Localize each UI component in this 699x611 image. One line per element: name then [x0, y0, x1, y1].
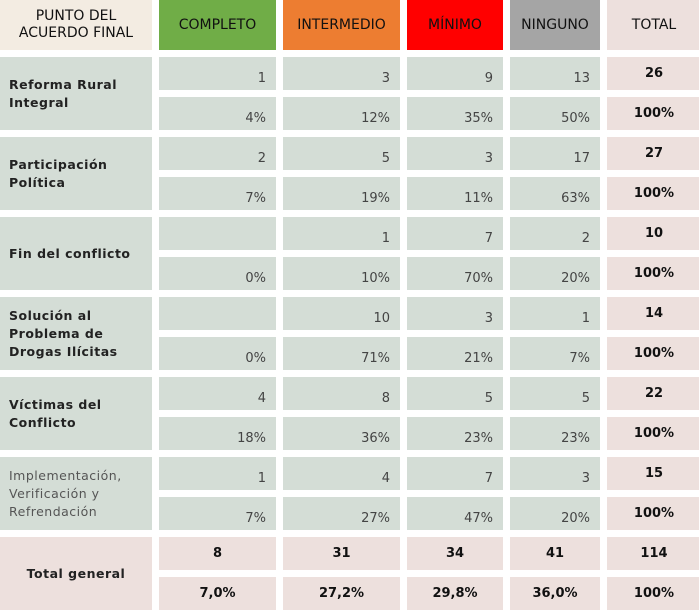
percent-cell: 7%	[510, 337, 600, 370]
count-cell: 10	[283, 297, 400, 330]
count-cell: 9	[407, 57, 503, 90]
percent-cell: 7%	[159, 497, 276, 530]
row-total-percent: 100%	[607, 337, 699, 370]
percent-cell: 36%	[283, 417, 400, 450]
percent-cell: 19%	[283, 177, 400, 210]
count-cell: 17	[510, 137, 600, 170]
count-cell: 2	[510, 217, 600, 250]
count-cell: 2	[159, 137, 276, 170]
row-total: 10	[607, 217, 699, 250]
row-total-percent: 100%	[607, 497, 699, 530]
total-general-count: 34	[407, 537, 503, 570]
total-general-percent: 29,8%	[407, 577, 503, 610]
row-total-percent: 100%	[607, 257, 699, 290]
count-cell: 5	[510, 377, 600, 410]
percent-cell: 0%	[159, 337, 276, 370]
percent-cell: 18%	[159, 417, 276, 450]
count-cell	[159, 297, 276, 330]
percent-cell: 23%	[407, 417, 503, 450]
header-intermedio: INTERMEDIO	[283, 0, 400, 50]
percent-cell: 23%	[510, 417, 600, 450]
count-cell: 13	[510, 57, 600, 90]
header-ninguno: NINGUNO	[510, 0, 600, 50]
count-cell: 7	[407, 457, 503, 490]
row-label: Participación Política	[0, 137, 152, 210]
total-general-percent: 36,0%	[510, 577, 600, 610]
percent-cell: 50%	[510, 97, 600, 130]
total-general-count: 8	[159, 537, 276, 570]
row-label: Implementación, Verificación y Refrendac…	[0, 457, 152, 530]
header-completo: COMPLETO	[159, 0, 276, 50]
count-cell: 1	[159, 57, 276, 90]
percent-cell: 10%	[283, 257, 400, 290]
count-cell: 7	[407, 217, 503, 250]
percent-cell: 70%	[407, 257, 503, 290]
count-cell: 1	[283, 217, 400, 250]
total-general-label: Total general	[0, 537, 152, 610]
row-label: Solución al Problema de Drogas Ilícitas	[0, 297, 152, 370]
percent-cell: 47%	[407, 497, 503, 530]
total-general-count: 41	[510, 537, 600, 570]
row-total: 27	[607, 137, 699, 170]
percent-cell: 71%	[283, 337, 400, 370]
row-total: 14	[607, 297, 699, 330]
total-general-count: 31	[283, 537, 400, 570]
row-label: Víctimas del Conflicto	[0, 377, 152, 450]
header-mínimo: MÍNIMO	[407, 0, 503, 50]
count-cell: 3	[407, 137, 503, 170]
header-total: TOTAL	[607, 0, 699, 50]
count-cell: 8	[283, 377, 400, 410]
total-general-percent: 7,0%	[159, 577, 276, 610]
count-cell: 3	[283, 57, 400, 90]
row-total-percent: 100%	[607, 97, 699, 130]
percent-cell: 7%	[159, 177, 276, 210]
count-cell: 1	[159, 457, 276, 490]
percent-cell: 21%	[407, 337, 503, 370]
row-total-percent: 100%	[607, 177, 699, 210]
count-cell: 4	[159, 377, 276, 410]
percent-cell: 35%	[407, 97, 503, 130]
row-label: Fin del conflicto	[0, 217, 152, 290]
percent-cell: 4%	[159, 97, 276, 130]
total-general-percent: 27,2%	[283, 577, 400, 610]
row-total-percent: 100%	[607, 417, 699, 450]
percent-cell: 20%	[510, 497, 600, 530]
count-cell: 5	[407, 377, 503, 410]
count-cell: 3	[407, 297, 503, 330]
percent-cell: 20%	[510, 257, 600, 290]
count-cell: 3	[510, 457, 600, 490]
percent-cell: 11%	[407, 177, 503, 210]
percent-cell: 63%	[510, 177, 600, 210]
count-cell	[159, 217, 276, 250]
count-cell: 1	[510, 297, 600, 330]
row-label: Reforma Rural Integral	[0, 57, 152, 130]
header-punto: PUNTO DEL ACUERDO FINAL	[0, 0, 152, 50]
total-general-total-percent: 100%	[607, 577, 699, 610]
percent-cell: 0%	[159, 257, 276, 290]
percent-cell: 27%	[283, 497, 400, 530]
total-general-total: 114	[607, 537, 699, 570]
row-total: 26	[607, 57, 699, 90]
row-total: 15	[607, 457, 699, 490]
row-total: 22	[607, 377, 699, 410]
percent-cell: 12%	[283, 97, 400, 130]
count-cell: 5	[283, 137, 400, 170]
count-cell: 4	[283, 457, 400, 490]
